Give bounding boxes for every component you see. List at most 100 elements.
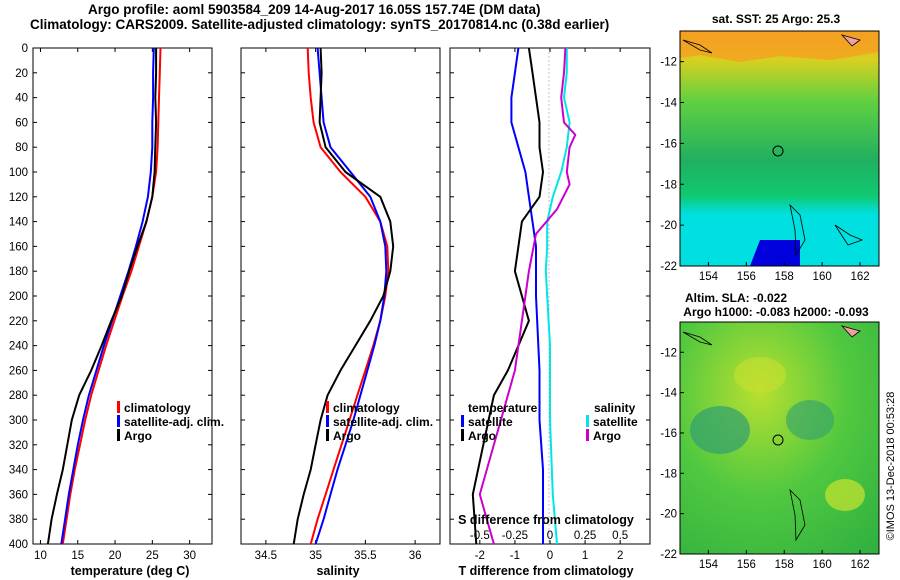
t-difference-xlabel: T difference from climatology	[458, 564, 633, 578]
coastline-2	[834, 224, 864, 246]
difference-legend: temperature satellite Argo salinity sate…	[461, 401, 638, 443]
island	[840, 34, 861, 47]
legend-swatch-satellite	[117, 415, 120, 427]
reef-outline	[789, 203, 806, 257]
x-tick-label: 34.5	[255, 550, 277, 562]
lat-tick-label: -12	[660, 57, 677, 69]
legend-climatology: climatology	[124, 401, 191, 415]
depth-tick-label: 80	[15, 142, 28, 154]
temperature-legend: climatology satellite-adj. clim. Argo	[117, 401, 224, 443]
credit-text: ©IMOS 13-Dec-2018 00:53:28	[885, 392, 897, 541]
depth-tick-label: 220	[9, 316, 28, 328]
sst-map-frame	[679, 30, 880, 267]
depth-tick-label: 120	[9, 192, 28, 204]
sla-map-title: Altim. SLA: -0.022	[685, 291, 787, 305]
chart-title-line1: Argo profile: aoml 5903584_209 14-Aug-20…	[88, 2, 541, 17]
temperature-xlabel: temperature (deg C)	[71, 564, 190, 578]
legend-argo: Argo	[333, 429, 361, 443]
reef-outline	[789, 488, 806, 542]
x-tick-label: 0	[547, 550, 553, 562]
x-tick-label: 35	[309, 550, 322, 562]
sla-map	[679, 321, 880, 555]
lat-tick-label: -20	[660, 509, 677, 521]
legend-swatch-climatology	[326, 401, 329, 413]
s-difference-xlabel: S difference from climatology	[458, 513, 634, 527]
legend-satellite: satellite-adj. clim.	[124, 415, 224, 429]
t-difference-axis: -2 -1 0 1 2	[475, 48, 623, 562]
lon-tick-label: 160	[813, 271, 832, 283]
depth-tick-label: 20	[15, 68, 28, 80]
lat-tick-label: -16	[660, 428, 677, 440]
coastline	[682, 39, 713, 54]
legend-swatch-t-satellite	[461, 415, 464, 427]
series-line-satellite-adj-clim-	[60, 48, 155, 544]
legend-t-argo: Argo	[468, 429, 496, 443]
lon-tick-label: 158	[775, 271, 794, 283]
lon-tick-label: 156	[737, 271, 756, 283]
sla-low-patch	[786, 400, 834, 440]
depth-axis: 0 20 40 60 80 100 120 140 160 180 200 220 240 260 280 3…	[9, 43, 650, 551]
series-line-argo	[292, 48, 395, 544]
series-line-temperature-argo	[471, 48, 544, 544]
series-line-argo	[46, 48, 158, 544]
x-tick-label: 15	[71, 550, 84, 562]
series-line-salinity-argo	[478, 48, 577, 544]
depth-tick-label: 160	[9, 241, 28, 253]
x-tick-label: 25	[146, 550, 159, 562]
legend-swatch-satellite	[326, 415, 329, 427]
sst-field	[680, 31, 879, 266]
series-line-satellite-adj-clim-	[314, 48, 388, 544]
legend-salinity-heading: salinity	[594, 401, 636, 415]
sla-map-frame	[679, 321, 880, 555]
sla-low-patch	[690, 406, 750, 454]
s-diff-tick-label: 0	[547, 530, 553, 542]
salinity-xlabel: salinity	[316, 564, 359, 578]
depth-tick-label: 240	[9, 341, 28, 353]
lat-tick-label: -12	[660, 347, 677, 359]
x-tick-label: 36	[409, 550, 422, 562]
depth-tick-label: 40	[15, 93, 28, 105]
sla-map-axes: 154 156 158 160 162 -12 -14 -16 -18 -20 -22	[660, 347, 869, 571]
legend-swatch-t-argo	[461, 429, 464, 441]
argo-location-marker	[772, 145, 784, 157]
lat-tick-label: -16	[660, 138, 677, 150]
depth-tick-label: 300	[9, 415, 28, 427]
legend-climatology: climatology	[333, 401, 400, 415]
chart-title-line2: Climatology: CARS2009. Satellite-adjuste…	[30, 17, 610, 32]
lon-tick-label: 162	[850, 559, 869, 571]
depth-tick-label: 320	[9, 440, 28, 452]
lon-tick-label: 162	[850, 271, 869, 283]
s-diff-tick-label: -0.25	[502, 530, 528, 542]
x-tick-label: -1	[510, 550, 520, 562]
x-tick-label: 10	[34, 550, 47, 562]
depth-tick-label: 280	[9, 390, 28, 402]
legend-argo: Argo	[124, 429, 152, 443]
x-tick-label: 35.5	[354, 550, 376, 562]
s-diff-tick-label: 0.5	[612, 530, 628, 542]
legend-t-satellite: satellite	[468, 415, 513, 429]
lat-tick-label: -20	[660, 220, 677, 232]
lon-tick-label: 154	[699, 271, 719, 283]
legend-satellite: satellite-adj. clim.	[333, 415, 433, 429]
coastline	[682, 331, 713, 346]
series-line-climatology	[61, 48, 162, 544]
salinity-series	[292, 48, 395, 544]
depth-tick-label: 400	[9, 539, 28, 551]
depth-tick-label: 260	[9, 365, 28, 377]
x-tick-label: 30	[183, 550, 196, 562]
depth-tick-label: 0	[22, 43, 28, 55]
depth-tick-label: 180	[9, 266, 28, 278]
lon-tick-label: 160	[813, 559, 832, 571]
sst-cold-patch	[750, 240, 800, 266]
lat-tick-label: -22	[660, 549, 677, 561]
sst-warm-patch	[680, 31, 879, 62]
temperature-series	[46, 48, 162, 544]
legend-swatch-s-satellite	[586, 415, 589, 427]
x-tick-label: 1	[582, 550, 588, 562]
sla-high-patch	[825, 479, 865, 511]
salinity-legend: climatology satellite-adj. clim. Argo	[326, 401, 433, 443]
depth-tick-label: 340	[9, 465, 28, 477]
x-tick-label: 2	[617, 550, 623, 562]
salinity-axis: 34.5 35 35.5 36	[255, 48, 422, 562]
